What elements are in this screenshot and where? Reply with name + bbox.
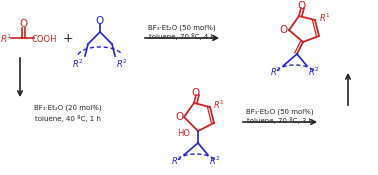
Text: $\it{R}^2$: $\it{R}^2$ — [209, 155, 221, 167]
Text: O: O — [96, 16, 104, 26]
Text: COOH: COOH — [31, 34, 57, 44]
Text: BF₃·Et₂O (50 mol%): BF₃·Et₂O (50 mol%) — [246, 109, 314, 115]
Text: +: + — [63, 32, 73, 44]
Text: O: O — [175, 112, 183, 122]
Text: $\it{R}^2$: $\it{R}^2$ — [116, 58, 128, 70]
Text: $\it{R}^2$: $\it{R}^2$ — [308, 66, 320, 78]
Text: $\it{R}^1$: $\it{R}^1$ — [0, 33, 12, 45]
Text: $\it{R}^2$: $\it{R}^2$ — [171, 155, 183, 167]
Text: toluene, 70 ºC, 4 h: toluene, 70 ºC, 4 h — [149, 33, 215, 40]
Text: $\it{R}^1$: $\it{R}^1$ — [319, 12, 331, 24]
Text: O: O — [297, 1, 305, 11]
Text: toluene, 70 ºC, 3 h: toluene, 70 ºC, 3 h — [247, 117, 313, 124]
Text: BF₃·Et₂O (50 mol%): BF₃·Et₂O (50 mol%) — [148, 25, 216, 31]
Text: $\it{R}^1$: $\it{R}^1$ — [213, 99, 225, 111]
Text: O: O — [19, 19, 27, 29]
Text: O: O — [280, 25, 288, 35]
Text: O: O — [192, 88, 200, 98]
Text: $\it{R}^2$: $\it{R}^2$ — [72, 58, 84, 70]
Text: HO: HO — [178, 128, 191, 138]
Text: $\it{R}^2$: $\it{R}^2$ — [270, 66, 282, 78]
Text: BF₃·Et₂O (20 mol%): BF₃·Et₂O (20 mol%) — [34, 105, 102, 111]
Text: toluene, 40 ºC, 1 h: toluene, 40 ºC, 1 h — [35, 114, 101, 121]
